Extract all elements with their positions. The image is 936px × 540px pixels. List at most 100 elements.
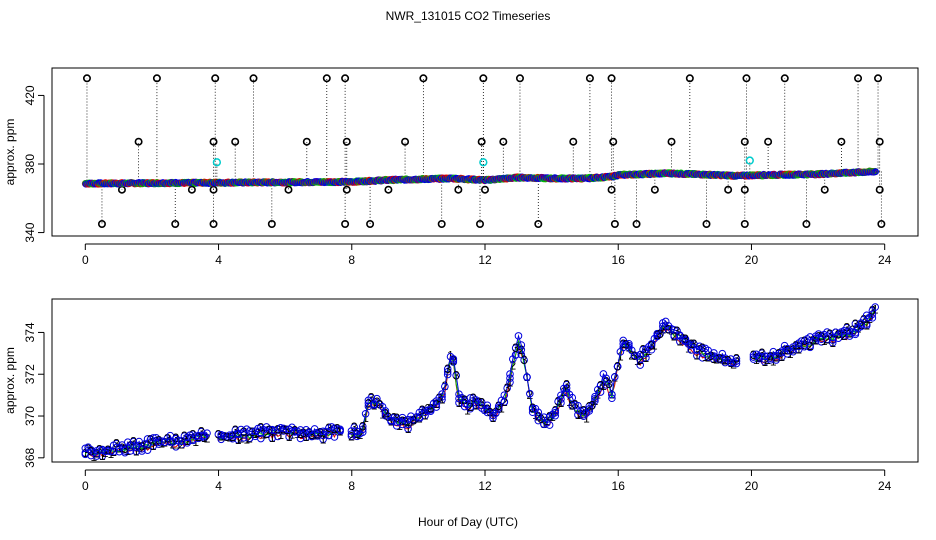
outlier-point [187,185,196,194]
flag-point [212,158,222,167]
data-point [356,429,364,438]
data-point [452,371,460,380]
series-marker-label-1: 1 [677,335,684,349]
series-marker-label-1: 1 [473,398,480,412]
series-marker-label-2: 2 [289,427,296,441]
data-point [554,397,562,406]
data-point [613,362,622,371]
series-marker-label-3: 3 [512,341,519,355]
outlier-point [610,220,619,229]
series-marker-label-1: 1 [294,427,301,441]
x-tick-label-2: 4 [215,479,222,493]
outlier-point [401,137,410,146]
plot-frame-2 [51,298,919,463]
series-line-2 [84,308,876,456]
data-point [630,352,639,360]
data-point [449,355,458,363]
y-tick-label-2: 374 [23,322,37,342]
data-point [636,361,645,369]
series-marker-label-3: 3 [444,362,451,376]
data-point [506,370,514,378]
outlier-point [742,74,751,83]
series-marker-label-3: 3 [113,437,120,451]
data-point [475,398,483,407]
data-point [214,430,223,439]
outlier-point [209,220,218,229]
data-point [319,427,327,436]
data-point [361,409,370,418]
outlier-point [342,137,351,146]
series-marker-label-3: 3 [351,420,358,434]
series-marker-label-3: 3 [521,353,528,367]
data-point [106,447,115,456]
outlier-point [342,185,351,194]
series-marker-label-2: 2 [543,414,550,428]
y-tick-label-1: 380 [23,154,37,174]
x-tick-label-1: 8 [348,253,355,267]
y-axis-label-1: approx. ppm [3,119,17,186]
series-marker-label-1: 1 [778,350,785,364]
outlier-point [607,74,616,83]
data-point [528,404,537,412]
data-point [591,392,599,401]
series-marker-label-1: 1 [566,395,573,409]
data-point [225,431,234,439]
data-point [443,365,452,373]
outlier-point [284,185,293,194]
series-marker-label-2: 2 [509,359,516,373]
series-marker-label-2: 2 [713,352,720,366]
x-tick-label-1: 20 [745,253,759,267]
series-marker-label-3: 3 [733,352,740,366]
outlier-point [341,220,350,229]
series-3: 3 3 3 3 33 33 3 3 3 3 3 3 3 33 3 3 3 3 3 3 3 3 3 3 3 3 3 33 33 3 3 33 33… [81,303,879,458]
outlier-point [209,137,218,146]
data-point [625,339,633,348]
series-marker-label-2: 2 [263,427,270,441]
series-marker-label-1: 1 [362,411,369,425]
series-marker-label-3: 3 [96,442,103,456]
data-point [517,341,526,349]
series-marker-label-3: 3 [691,337,698,351]
series-marker-label-1: 1 [507,375,514,389]
series-marker-label-3: 3 [334,421,341,435]
series-marker-label-2: 2 [348,429,355,443]
series-marker-label-3: 3 [861,312,868,326]
outlier-point [875,185,884,194]
series-marker-label-1: 1 [201,431,208,445]
series-marker-label-2: 2 [756,350,763,364]
series-marker-label-1: 1 [90,450,97,464]
data-point [330,424,339,433]
series-marker-label-1: 1 [167,434,174,448]
series-marker-label-3: 3 [529,401,536,415]
data-point [732,354,741,363]
data-point [783,346,792,355]
data-point [347,432,356,441]
outlier-point [875,137,884,146]
series-marker-label-2: 2 [518,343,525,357]
series-marker-label-3: 3 [750,348,757,362]
data-point [760,352,769,361]
series-marker-label-3: 3 [198,425,205,439]
outlier-point [569,137,578,146]
series-marker-label-3: 3 [606,377,613,391]
data-point [509,355,517,363]
series-marker-label-2: 2 [866,312,873,326]
data-point [285,433,293,441]
series-marker-label-3: 3 [487,405,494,419]
data-point [138,447,146,455]
outlier-point [134,137,143,146]
x-tick-label-2: 8 [348,479,355,493]
data-point [503,384,511,393]
series-marker-label-1: 1 [337,424,344,438]
series-raw-points [81,74,886,229]
data-point [687,346,695,354]
data-point [605,380,613,388]
series-marker-label-2: 2 [807,339,814,353]
series-marker-label-2: 2 [467,400,474,414]
series-marker-label-3: 3 [869,304,876,318]
outlier-point [724,185,733,194]
series-marker-label-3: 3 [699,341,706,355]
outlier-point [585,74,594,83]
series-marker-label-1: 1 [99,449,106,463]
series-marker-label-3: 3 [504,381,511,395]
